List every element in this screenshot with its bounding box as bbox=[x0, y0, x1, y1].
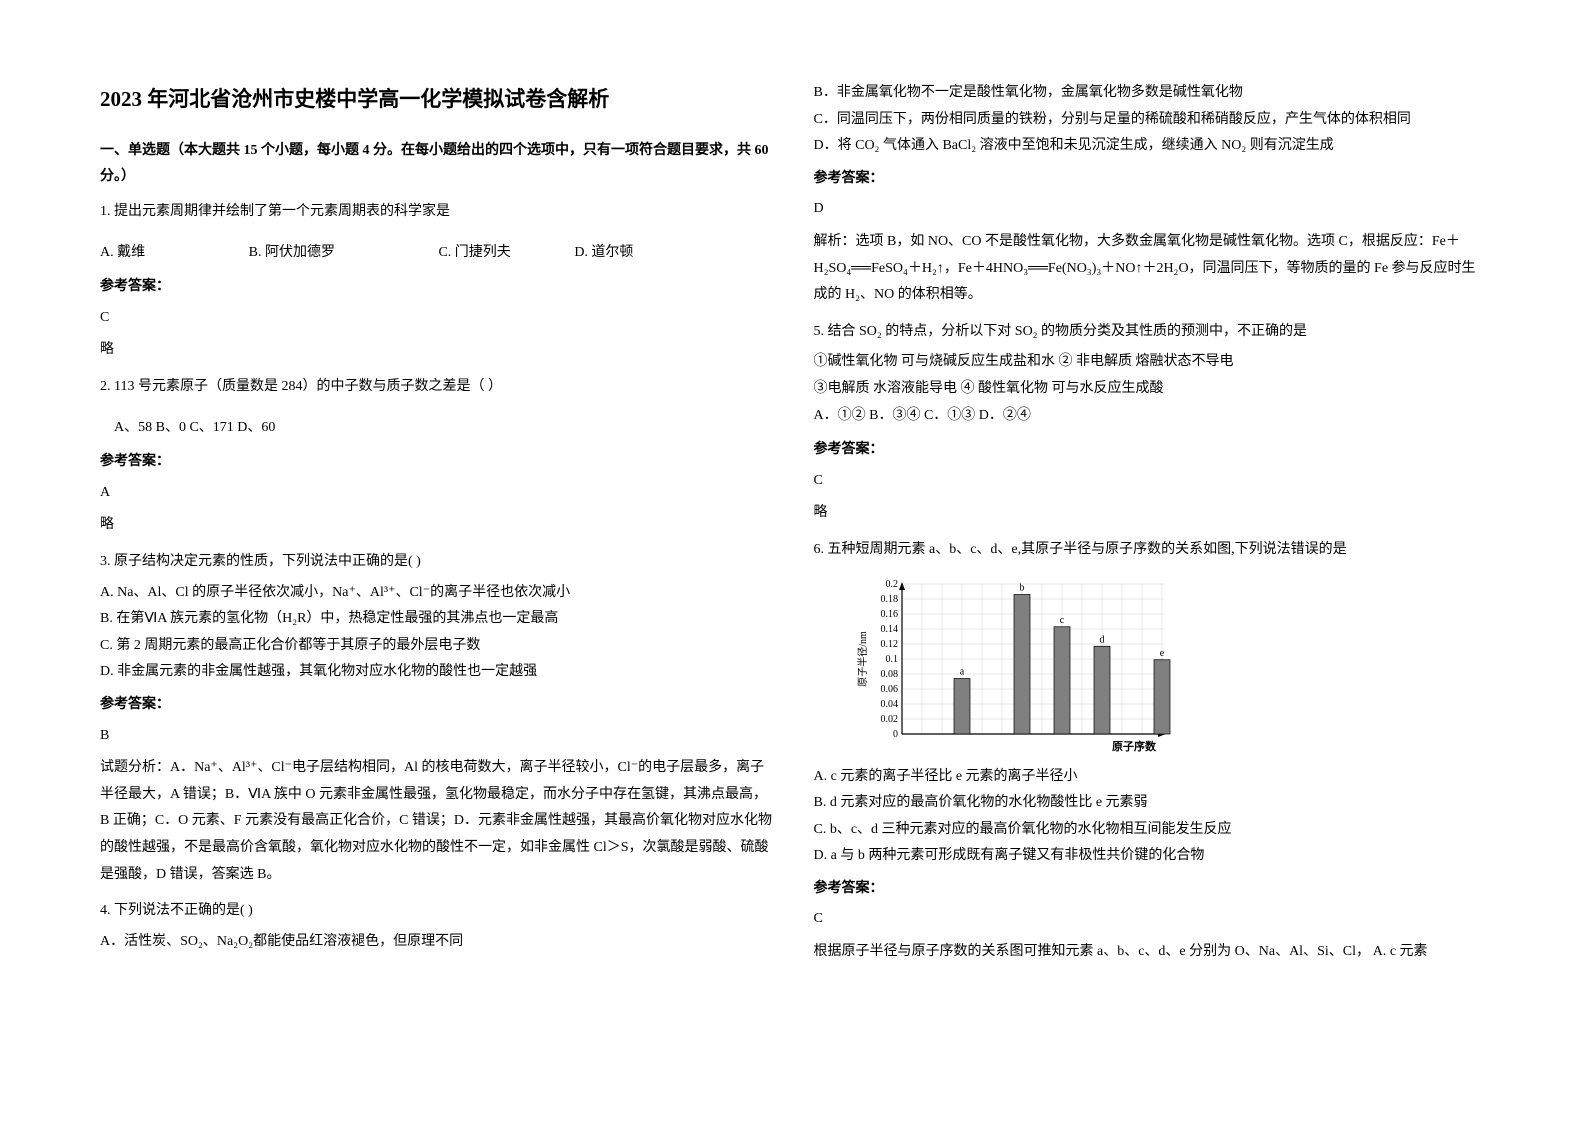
q3-optD: D. 非金属元素的非金属性越强，其氧化物对应水化物的酸性也一定越强 bbox=[100, 659, 774, 686]
q3-explain: 试题分析：A．Na⁺、Al³⁺、Cl⁻电子层结构相同，Al 的核电荷数大，离子半… bbox=[100, 755, 774, 888]
svg-text:0.12: 0.12 bbox=[880, 639, 898, 650]
q1-answer-label: 参考答案： bbox=[100, 274, 774, 301]
q5-answer-label: 参考答案： bbox=[814, 437, 1488, 464]
q4-optB: B．非金属氧化物不一定是酸性氧化物，金属氧化物多数是碱性氧化物 bbox=[814, 80, 1488, 107]
svg-text:b: b bbox=[1019, 582, 1024, 593]
svg-text:原子半径/nm: 原子半径/nm bbox=[856, 631, 869, 687]
q5-line1: ①碱性氧化物 可与烧碱反应生成盐和水 ② 非电解质 熔融状态不导电 bbox=[814, 349, 1488, 376]
q1-options: A. 戴维 B. 阿伏加德罗 C. 门捷列夫 D. 道尔顿 bbox=[100, 240, 774, 267]
q2-options: A、58 B、0 C、171 D、60 bbox=[100, 415, 774, 442]
q5-answer: C bbox=[814, 468, 1488, 495]
q2-answer: A bbox=[100, 480, 774, 507]
q3-answer: B bbox=[100, 723, 774, 750]
svg-text:0.1: 0.1 bbox=[885, 654, 898, 665]
q4-explain: 解析：选项 B，如 NO、CO 不是酸性氧化物，大多数金属氧化物是碱性氧化物。选… bbox=[814, 229, 1488, 309]
q6-optC: C. b、c、d 三种元素对应的最高价氧化物的水化物相互间能发生反应 bbox=[814, 817, 1488, 844]
q1-stem: 1. 提出元素周期律并绘制了第一个元素周期表的科学家是 bbox=[100, 199, 774, 226]
q4-answer-label: 参考答案： bbox=[814, 166, 1488, 193]
q3-optA: A. Na、Al、Cl 的原子半径依次减小，Na⁺、Al³⁺、Cl⁻的离子半径也… bbox=[100, 580, 774, 607]
svg-text:e: e bbox=[1159, 647, 1164, 658]
svg-text:0.18: 0.18 bbox=[880, 594, 898, 605]
q6-optA: A. c 元素的离子半径比 e 元素的离子半径小 bbox=[814, 764, 1488, 791]
q1-optC: C. 门捷列夫 bbox=[438, 240, 510, 267]
svg-text:0.14: 0.14 bbox=[880, 624, 898, 635]
q3-optB: B. 在第ⅥA 族元素的氢化物（H₂R）中，热稳定性最强的其沸点也一定最高 bbox=[100, 606, 774, 633]
q4-optA: A．活性炭、SO₂、Na₂O₂都能使品红溶液褪色，但原理不同 bbox=[100, 929, 774, 956]
left-column: 2023 年河北省沧州市史楼中学高一化学模拟试卷含解析 一、单选题（本大题共 1… bbox=[100, 80, 774, 976]
exam-title: 2023 年河北省沧州市史楼中学高一化学模拟试卷含解析 bbox=[100, 80, 774, 120]
q3-optC: C. 第 2 周期元素的最高正化合价都等于其原子的最外层电子数 bbox=[100, 633, 774, 660]
svg-text:原子序数: 原子序数 bbox=[1112, 739, 1157, 753]
q5-explain: 略 bbox=[814, 500, 1488, 527]
q4-optC: C．同温同压下，两份相同质量的铁粉，分别与足量的稀硫酸和稀硝酸反应，产生气体的体… bbox=[814, 107, 1488, 134]
svg-text:0.06: 0.06 bbox=[880, 684, 898, 695]
svg-text:0.2: 0.2 bbox=[885, 579, 898, 590]
q3-answer-label: 参考答案： bbox=[100, 692, 774, 719]
q5-options: A．①② B．③④ C．①③ D．②④ bbox=[814, 403, 1488, 430]
q6-answer: C bbox=[814, 906, 1488, 933]
section-1-header: 一、单选题（本大题共 15 个小题，每小题 4 分。在每小题给出的四个选项中，只… bbox=[100, 138, 774, 191]
svg-text:0.02: 0.02 bbox=[880, 714, 898, 725]
q1-explain: 略 bbox=[100, 337, 774, 364]
svg-text:0: 0 bbox=[893, 729, 898, 740]
q5-line2: ③电解质 水溶液能导电 ④ 酸性氧化物 可与水反应生成酸 bbox=[814, 376, 1488, 403]
q6-explain: 根据原子半径与原子序数的关系图可推知元素 a、b、c、d、e 分别为 O、Na、… bbox=[814, 939, 1488, 966]
right-column: B．非金属氧化物不一定是酸性氧化物，金属氧化物多数是碱性氧化物 C．同温同压下，… bbox=[814, 80, 1488, 976]
q1-optD: D. 道尔顿 bbox=[574, 240, 633, 267]
svg-text:0.08: 0.08 bbox=[880, 669, 898, 680]
q6-optB: B. d 元素对应的最高价氧化物的水化物酸性比 e 元素弱 bbox=[814, 790, 1488, 817]
svg-text:0.16: 0.16 bbox=[880, 609, 898, 620]
q4-stem: 4. 下列说法不正确的是( ) bbox=[100, 898, 774, 925]
q2-explain: 略 bbox=[100, 512, 774, 539]
svg-text:0.04: 0.04 bbox=[880, 699, 898, 710]
svg-text:a: a bbox=[959, 666, 964, 677]
q1-answer: C bbox=[100, 305, 774, 332]
q6-optD: D. a 与 b 两种元素可形成既有离子键又有非极性共价键的化合物 bbox=[814, 843, 1488, 870]
q2-answer-label: 参考答案： bbox=[100, 449, 774, 476]
q2-stem: 2. 113 号元素原子（质量数是 284）的中子数与质子数之差是（ ） bbox=[100, 374, 774, 401]
q6-answer-label: 参考答案： bbox=[814, 876, 1488, 903]
q4-optD: D．将 CO₂ 气体通入 BaCl₂ 溶液中至饱和未见沉淀生成，继续通入 NO₂… bbox=[814, 133, 1488, 160]
svg-text:d: d bbox=[1099, 634, 1104, 645]
q4-answer: D bbox=[814, 196, 1488, 223]
q3-stem: 3. 原子结构决定元素的性质，下列说法中正确的是( ) bbox=[100, 549, 774, 576]
q1-optA: A. 戴维 bbox=[100, 240, 145, 267]
svg-text:c: c bbox=[1059, 614, 1064, 625]
q1-optB: B. 阿伏加德罗 bbox=[249, 240, 335, 267]
q6-stem: 6. 五种短周期元素 a、b、c、d、e,其原子半径与原子序数的关系如图,下列说… bbox=[814, 537, 1488, 564]
q5-stem: 5. 结合 SO₂ 的特点，分析以下对 SO₂ 的物质分类及其性质的预测中，不正… bbox=[814, 319, 1488, 346]
chart-svg: 0 0.02 0.04 0.06 0.08 0.1 0.12 0.14 0.16 0.18 0.2 a… bbox=[854, 574, 1174, 754]
atomic-radius-chart: 0 0.02 0.04 0.06 0.08 0.1 0.12 0.14 0.16 0.18 0.2 a… bbox=[854, 574, 1488, 754]
